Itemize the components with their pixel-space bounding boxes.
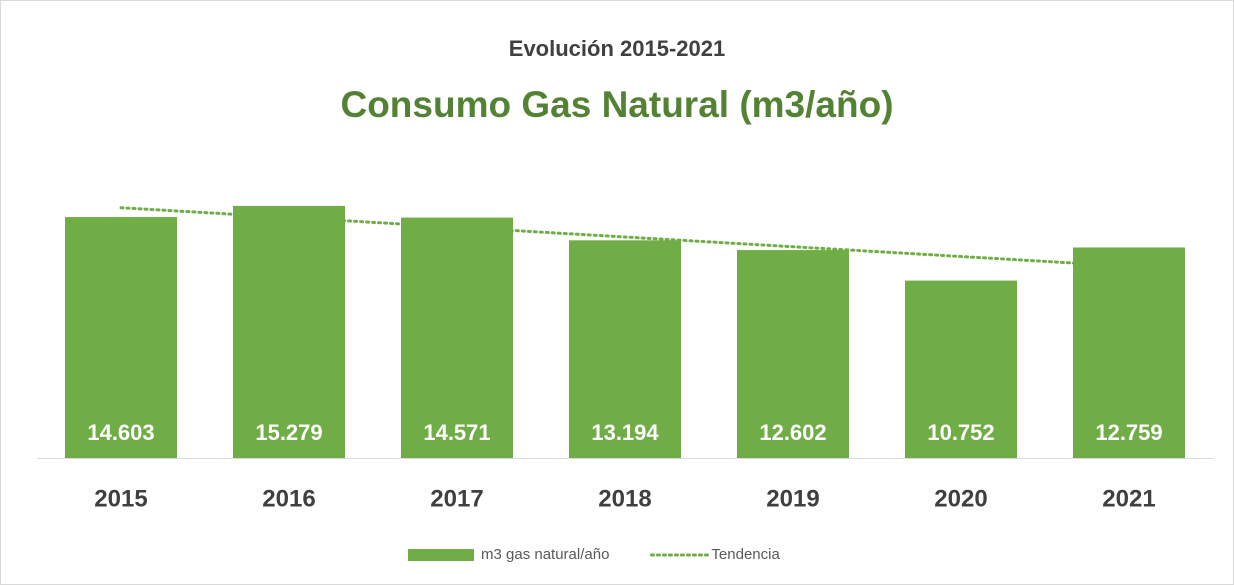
bar [233, 205, 345, 458]
x-tick-label: 2021 [1102, 485, 1155, 512]
x-tick-label: 2015 [94, 485, 147, 512]
data-label: 15.279 [255, 420, 322, 445]
bar [1073, 247, 1185, 458]
x-tick-label: 2017 [430, 485, 483, 512]
chart-subtitle: Evolución 2015-2021 [509, 36, 725, 61]
chart-title: Consumo Gas Natural (m3/año) [340, 84, 893, 125]
data-label: 10.752 [927, 420, 994, 445]
bar [65, 217, 177, 458]
x-tick-label: 2016 [262, 485, 315, 512]
data-label: 14.603 [87, 420, 154, 445]
data-label: 13.194 [591, 420, 659, 445]
bar [737, 250, 849, 458]
legend-label: Tendencia [711, 546, 780, 563]
legend-label: m3 gas natural/año [481, 546, 609, 563]
data-label: 14.571 [423, 420, 490, 445]
data-label: 12.759 [1095, 420, 1162, 445]
bar [905, 280, 1017, 458]
x-tick-label: 2020 [934, 485, 987, 512]
legend-swatch [408, 549, 474, 561]
x-tick-label: 2018 [598, 485, 651, 512]
bar [401, 217, 513, 458]
x-tick-label: 2019 [766, 485, 819, 512]
bar [569, 240, 681, 458]
data-label: 12.602 [759, 420, 826, 445]
